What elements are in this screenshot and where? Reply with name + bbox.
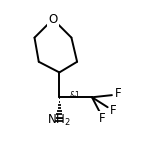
Text: F: F: [115, 86, 122, 100]
Text: F: F: [110, 104, 117, 117]
Text: O: O: [48, 13, 58, 26]
Text: NH$_2$: NH$_2$: [47, 113, 71, 128]
Text: &1: &1: [69, 91, 80, 100]
Text: F: F: [99, 112, 106, 125]
